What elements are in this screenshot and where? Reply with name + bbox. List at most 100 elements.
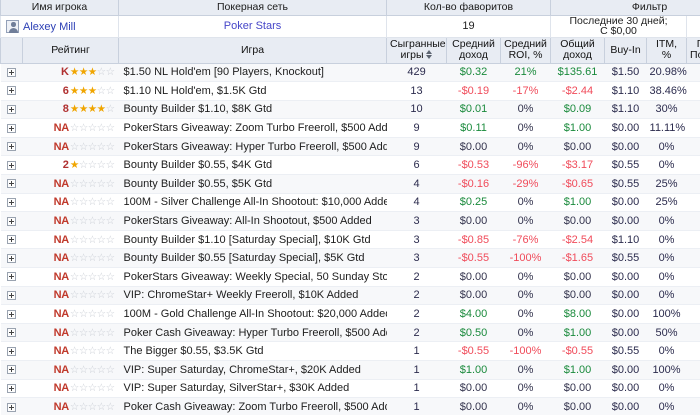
column-header-rating[interactable]: Рейтинг xyxy=(21,37,120,64)
expand-plus-icon[interactable] xyxy=(7,291,16,301)
row-expander-cell[interactable] xyxy=(0,211,23,231)
column-header-wins-losses[interactable]: Победы/ Поражения xyxy=(686,37,700,64)
expand-plus-icon[interactable] xyxy=(7,67,16,77)
row-expander-cell[interactable] xyxy=(0,230,23,250)
expand-plus-icon[interactable] xyxy=(7,272,16,282)
expand-plus-icon[interactable] xyxy=(7,160,16,170)
row-expander-cell[interactable] xyxy=(0,341,23,361)
table-row[interactable]: NA☆☆☆☆☆ The Bigger $0.55, $3.5K Gtd 1 -$0.5… xyxy=(0,341,700,361)
table-row[interactable]: NA☆☆☆☆☆ VIP: ChromeStar+ Weekly Freeroll,… xyxy=(0,286,700,306)
row-expander-cell[interactable] xyxy=(0,397,23,415)
game-name-cell[interactable]: PokerStars Giveaway: Hyper Turbo Freerol… xyxy=(118,137,387,157)
game-name-cell[interactable]: 100M - Silver Challenge All-In Shootout:… xyxy=(118,193,387,213)
expand-plus-icon[interactable] xyxy=(7,235,16,245)
row-expander-cell[interactable] xyxy=(0,379,23,399)
expand-plus-icon[interactable] xyxy=(7,383,16,393)
row-expander-cell[interactable] xyxy=(0,323,23,343)
table-row[interactable]: K★★★☆☆ $1.50 NL Hold'em [90 Players, Knoc… xyxy=(0,63,700,83)
row-expander-cell[interactable] xyxy=(0,193,23,213)
expand-plus-icon[interactable] xyxy=(7,179,16,189)
table-row[interactable]: 2★☆☆☆☆ Bounty Builder $0.55, $4K Gtd 6 -$0.… xyxy=(0,155,700,176)
expand-plus-icon[interactable] xyxy=(7,309,16,319)
filter-value[interactable]: Последние 30 дней; С $0,00 xyxy=(550,15,688,38)
expand-plus-icon[interactable] xyxy=(7,105,16,115)
game-name-cell[interactable]: VIP: Super Saturday, SilverStar+, $30K A… xyxy=(118,379,387,399)
row-expander-cell[interactable] xyxy=(0,248,23,269)
row-expander-cell[interactable] xyxy=(0,304,23,324)
table-row[interactable]: NA☆☆☆☆☆ Poker Cash Giveaway: Hyper Turbo … xyxy=(0,323,700,343)
wins-losses-cell: 2/0 xyxy=(686,304,700,324)
game-name-cell[interactable]: Bounty Builder $0.55, $5K Gtd xyxy=(118,174,387,194)
total-income-cell: $0.00 xyxy=(550,397,605,415)
table-row[interactable]: NA☆☆☆☆☆ PokerStars Giveaway: Hyper Turbo … xyxy=(0,137,700,157)
column-header-avg-income[interactable]: Средний доход xyxy=(446,37,502,64)
game-name-cell[interactable]: PokerStars Giveaway: All-In Shootout, $5… xyxy=(118,211,387,231)
table-row[interactable]: 8★★★★☆ Bounty Builder $1.10, $8K Gtd 10 $0.… xyxy=(0,100,700,120)
sort-arrows-icon[interactable] xyxy=(425,50,433,59)
expand-plus-icon[interactable] xyxy=(7,86,16,96)
game-name-cell[interactable]: $1.50 NL Hold'em [90 Players, Knockout] xyxy=(118,63,387,83)
filter-clear-cell[interactable]: ✕ xyxy=(686,15,700,38)
expand-plus-icon[interactable] xyxy=(7,216,16,226)
column-header-game[interactable]: Игра xyxy=(118,37,388,64)
game-name-cell[interactable]: PokerStars Giveaway: Weekly Special, 50 … xyxy=(118,267,387,287)
column-header-played[interactable]: Сыгранные игры xyxy=(386,37,448,64)
row-expander-cell[interactable] xyxy=(0,155,23,176)
player-cell[interactable]: Alexey Mill xyxy=(0,15,120,38)
poker-network-link[interactable]: Poker Stars xyxy=(223,20,282,32)
expand-plus-icon[interactable] xyxy=(7,328,16,338)
table-row[interactable]: NA☆☆☆☆☆ Bounty Builder $1.10 [Saturday Sp… xyxy=(0,230,700,250)
expand-plus-icon[interactable] xyxy=(7,346,16,356)
star-empty-icon: ☆ xyxy=(78,400,88,413)
game-name-cell[interactable]: 100M - Gold Challenge All-In Shootout: $… xyxy=(118,304,387,324)
game-name-cell[interactable]: Bounty Builder $1.10 [Saturday Special],… xyxy=(118,230,387,250)
star-empty-icon: ☆ xyxy=(78,326,88,339)
table-row[interactable]: NA☆☆☆☆☆ Bounty Builder $0.55 [Saturday Sp… xyxy=(0,248,700,269)
expand-plus-icon[interactable] xyxy=(7,365,16,375)
game-name-cell[interactable]: VIP: Super Saturday, ChromeStar+, $20K A… xyxy=(118,360,387,380)
game-name-cell[interactable]: Bounty Builder $0.55, $4K Gtd xyxy=(118,155,387,176)
game-name-cell[interactable]: PokerStars Giveaway: Zoom Turbo Freeroll… xyxy=(118,118,387,138)
game-name-cell[interactable]: VIP: ChromeStar+ Weekly Freeroll, $10K A… xyxy=(118,286,387,306)
rating-rank-label: NA xyxy=(53,382,70,395)
star-filled-icon: ★ xyxy=(96,103,106,116)
row-expander-cell[interactable] xyxy=(0,360,23,380)
expand-plus-icon[interactable] xyxy=(7,402,16,412)
row-expander-cell[interactable] xyxy=(0,100,23,120)
column-header-itm[interactable]: ITM, % xyxy=(646,37,688,64)
column-header-buyin[interactable]: Buy-In xyxy=(604,37,648,64)
game-name-cell[interactable]: Bounty Builder $1.10, $8K Gtd xyxy=(118,100,387,120)
table-row[interactable]: NA☆☆☆☆☆ 100M - Silver Challenge All-In Sh… xyxy=(0,193,700,213)
poker-network-value[interactable]: Poker Stars xyxy=(118,15,388,38)
star-empty-icon: ☆ xyxy=(87,345,97,358)
player-name-link[interactable]: Alexey Mill xyxy=(23,20,76,33)
game-name-cell[interactable]: Poker Cash Giveaway: Hyper Turbo Freerol… xyxy=(118,323,387,343)
table-row[interactable]: NA☆☆☆☆☆ Poker Cash Giveaway: Zoom Turbo F… xyxy=(0,397,700,415)
star-empty-icon: ☆ xyxy=(78,289,88,302)
column-header-avg-roi[interactable]: Средний ROI, % xyxy=(500,37,552,64)
table-row[interactable]: NA☆☆☆☆☆ Bounty Builder $0.55, $5K Gtd 4 -$0… xyxy=(0,174,700,194)
game-name-cell[interactable]: $1.10 NL Hold'em, $1.5K Gtd xyxy=(118,81,387,101)
game-name-cell[interactable]: Bounty Builder $0.55 [Saturday Special],… xyxy=(118,248,387,269)
table-row[interactable]: NA☆☆☆☆☆ PokerStars Giveaway: Zoom Turbo F… xyxy=(0,118,700,138)
row-expander-cell[interactable] xyxy=(0,286,23,306)
row-expander-cell[interactable] xyxy=(0,267,23,287)
game-name-cell[interactable]: Poker Cash Giveaway: Zoom Turbo Freeroll… xyxy=(118,397,387,415)
expand-plus-icon[interactable] xyxy=(7,142,16,152)
row-expander-cell[interactable] xyxy=(0,63,23,83)
table-row[interactable]: NA☆☆☆☆☆ VIP: Super Saturday, ChromeStar+,… xyxy=(0,360,700,380)
table-row[interactable]: NA☆☆☆☆☆ PokerStars Giveaway: Weekly Speci… xyxy=(0,267,700,287)
game-name-cell[interactable]: The Bigger $0.55, $3.5K Gtd xyxy=(118,341,387,361)
table-row[interactable]: NA☆☆☆☆☆ 100M - Gold Challenge All-In Shoo… xyxy=(0,304,700,324)
expand-plus-icon[interactable] xyxy=(7,253,16,263)
row-expander-cell[interactable] xyxy=(0,137,23,157)
table-row[interactable]: 6★★★☆☆ $1.10 NL Hold'em, $1.5K Gtd 13 -$0.1… xyxy=(0,81,700,101)
row-expander-cell[interactable] xyxy=(0,81,23,101)
row-expander-cell[interactable] xyxy=(0,174,23,194)
expand-plus-icon[interactable] xyxy=(7,123,16,133)
table-row[interactable]: NA☆☆☆☆☆ VIP: Super Saturday, SilverStar+,… xyxy=(0,379,700,399)
row-expander-cell[interactable] xyxy=(0,118,23,138)
table-row[interactable]: NA☆☆☆☆☆ PokerStars Giveaway: All-In Shoot… xyxy=(0,211,700,231)
expand-plus-icon[interactable] xyxy=(7,198,16,208)
column-header-total-income[interactable]: Общий доход xyxy=(550,37,606,64)
